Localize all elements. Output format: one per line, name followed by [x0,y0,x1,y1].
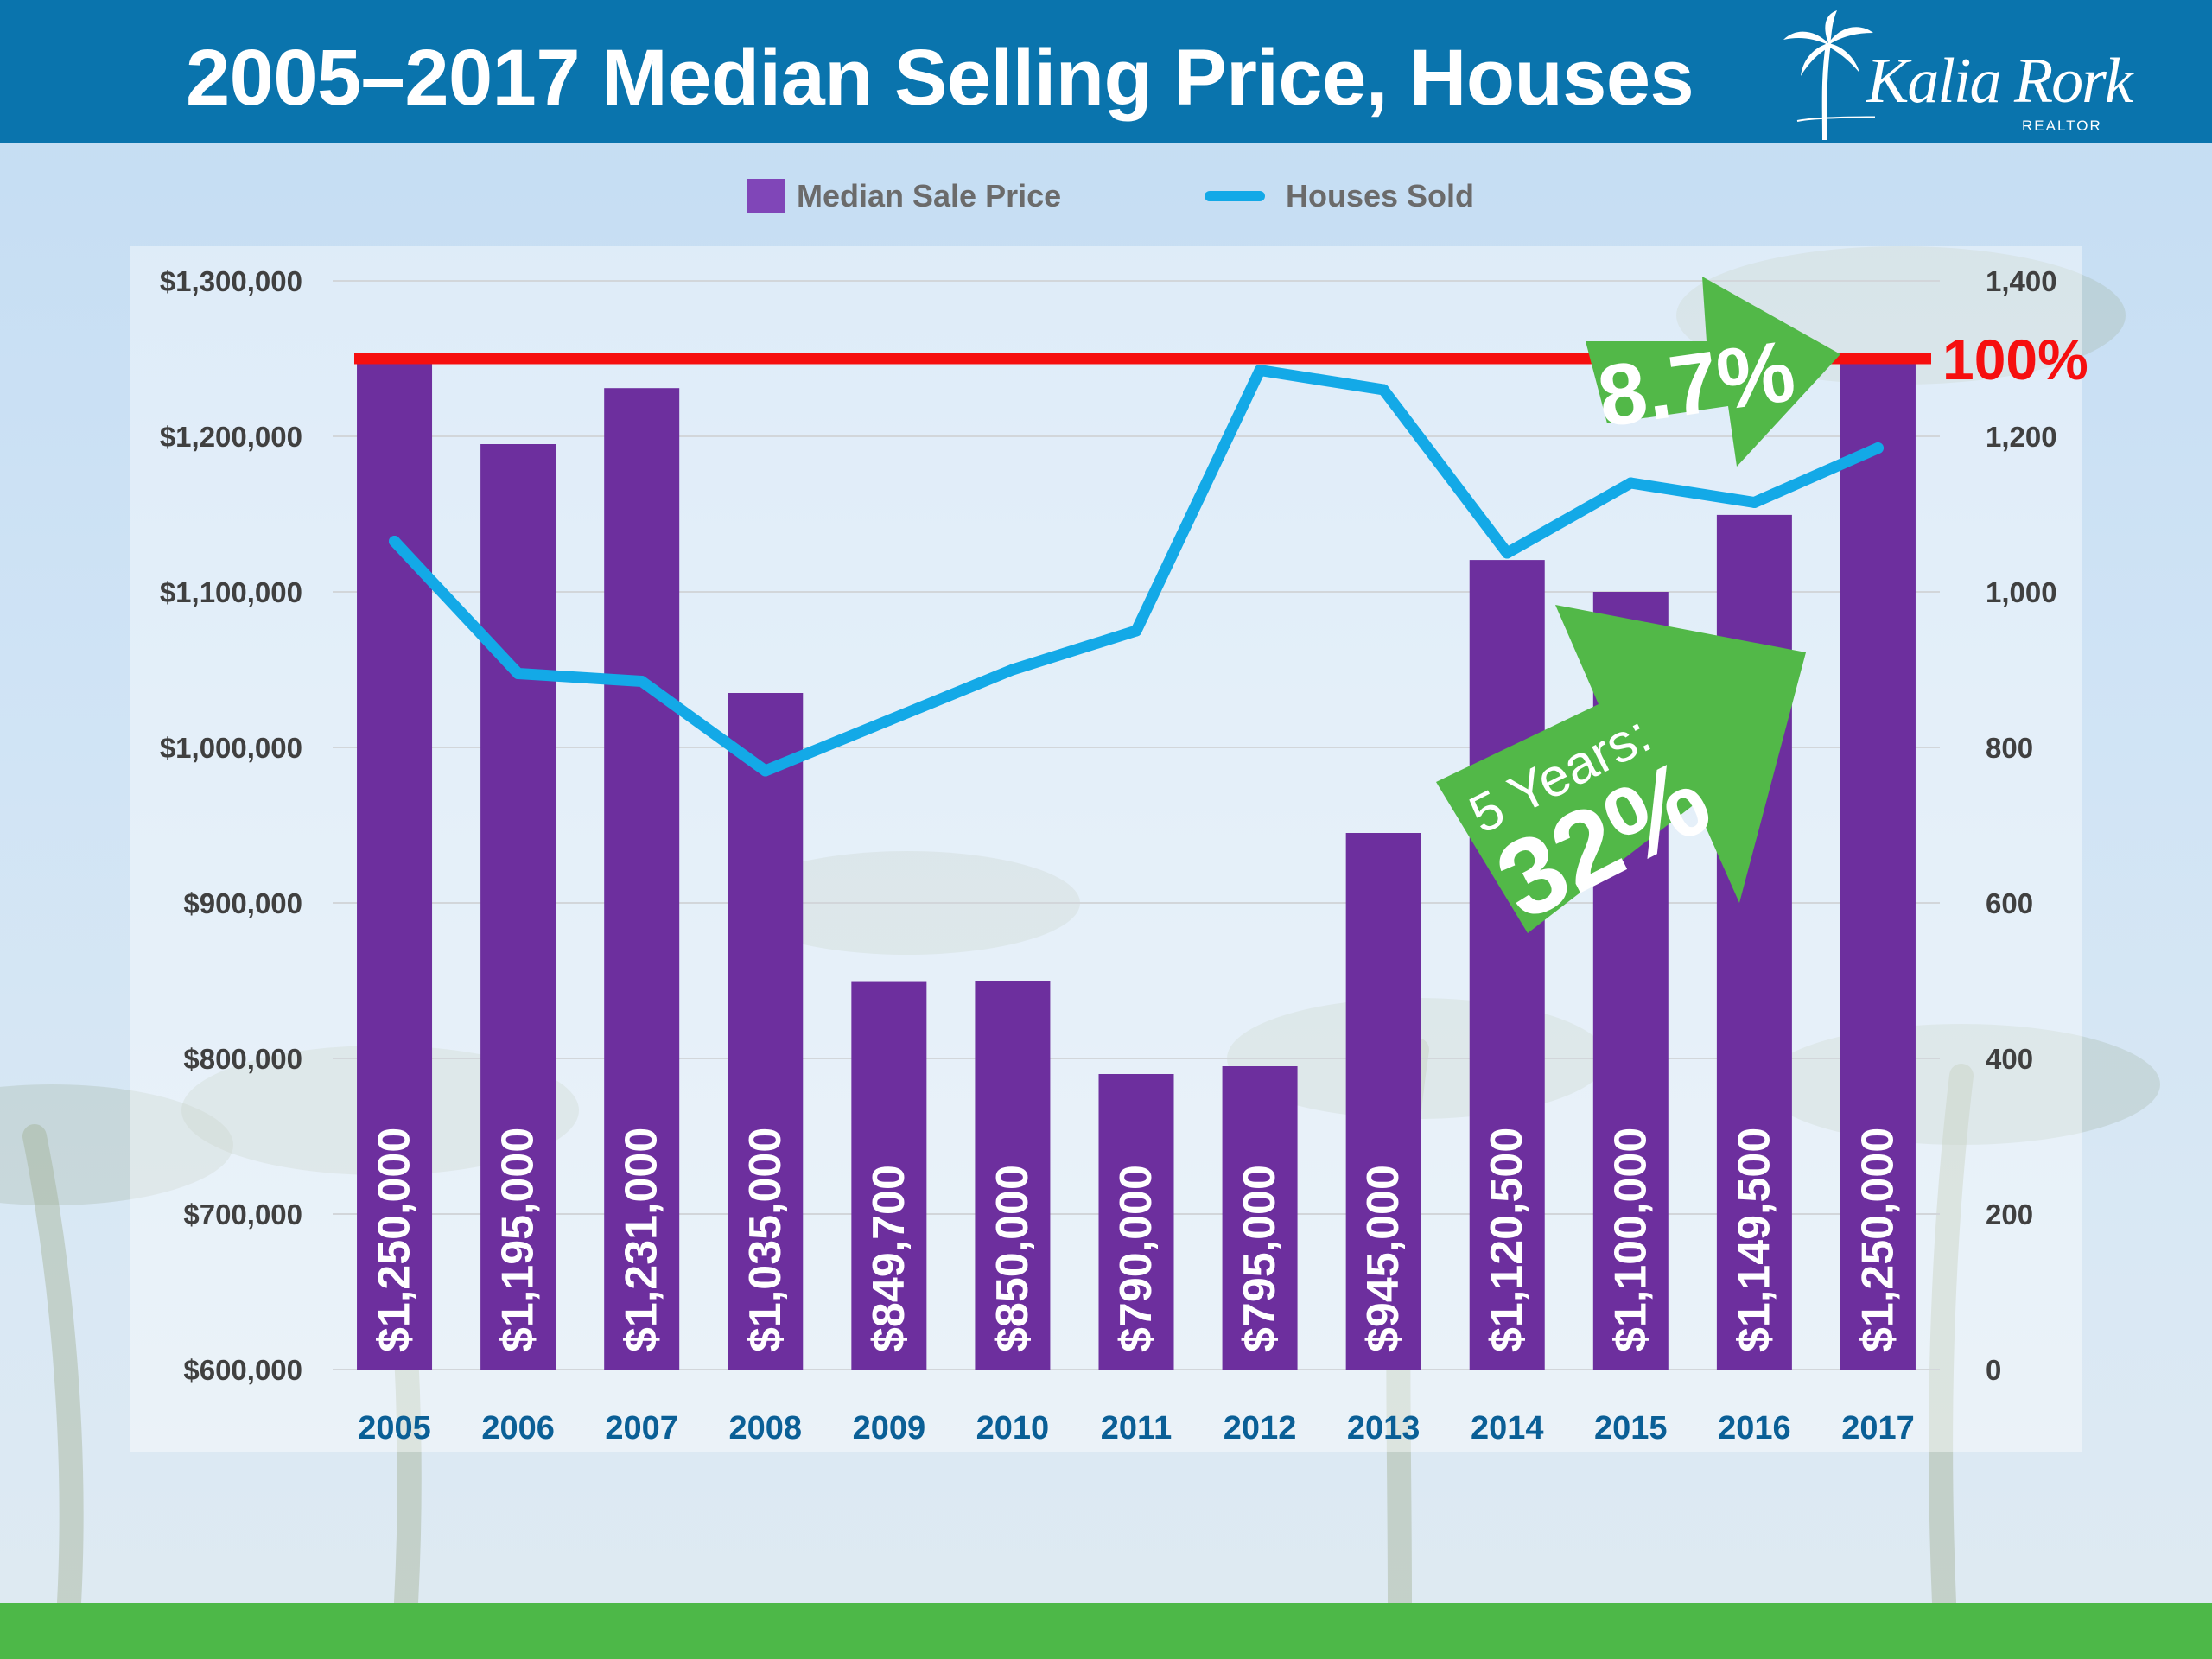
y-right-tick-label: 1,000 [1986,576,2057,608]
y-right-tick-label: 1,400 [1986,265,2057,297]
y-right-tick-label: 400 [1986,1043,2033,1075]
bar-value-label: $850,000 [988,1165,1038,1352]
houses-sold-point [1872,442,1884,454]
y-left-tick-label: $900,000 [183,887,302,919]
chart-legend: Median Sale Price Houses Sold [0,173,2212,225]
bar [975,981,1051,1370]
houses-sold-point [1501,547,1513,559]
x-tick-label: 2012 [1224,1410,1297,1446]
houses-sold-point [883,715,895,726]
bar-value-label: $849,700 [864,1165,914,1352]
x-tick-label: 2017 [1841,1410,1915,1446]
bar [604,388,680,1370]
bar [480,444,556,1370]
y-left-tick-label: $1,100,000 [160,576,302,608]
bar [851,981,927,1370]
houses-sold-point [1130,625,1142,637]
palm-tree-icon [1783,10,1875,140]
y-right-tick-label: 800 [1986,732,2033,764]
y-left-tick-label: $800,000 [183,1043,302,1075]
growth-arrow-1yr [1586,276,1840,467]
y-left-tick-label: $700,000 [183,1198,302,1230]
y-right-tick-label: 0 [1986,1354,2001,1386]
bar-value-label: $1,035,000 [741,1128,791,1352]
x-tick-label: 2011 [1101,1410,1172,1446]
growth-arrow-5yr [1436,605,1806,933]
logo-name: Kalia Rork [1866,46,2133,117]
x-tick-label: 2010 [976,1410,1050,1446]
x-tick-label: 2015 [1594,1410,1668,1446]
x-tick-label: 2005 [358,1410,431,1446]
y-right-tick-label: 600 [1986,887,2033,919]
bar-value-label: $790,000 [1111,1165,1161,1352]
bar [1840,359,1916,1370]
y-left-tick-label: $600,000 [183,1354,302,1386]
y-left-tick-label: $1,000,000 [160,732,302,764]
bar [728,693,804,1370]
logo-subtitle: REALTOR [2022,118,2102,134]
y-right-tick-label: 200 [1986,1198,2033,1230]
y-right-tick-label: 1,200 [1986,421,2057,453]
legend-swatch-bar [747,179,785,213]
x-tick-label: 2008 [728,1410,802,1446]
legend-item-median-sale-price: Median Sale Price [747,178,1061,214]
houses-sold-point [760,765,772,777]
bar [1222,1066,1298,1370]
x-tick-label: 2013 [1347,1410,1421,1446]
legend-item-houses-sold: Houses Sold [1205,178,1474,214]
legend-swatch-line [1205,191,1265,201]
houses-sold-point [1254,365,1266,376]
bar-value-label: $1,231,000 [617,1128,667,1352]
bar-value-label: $1,120,500 [1482,1128,1532,1352]
houses-sold-point [1624,477,1637,489]
houses-sold-point [1377,384,1389,396]
bar [357,359,433,1370]
houses-sold-point [1007,664,1019,676]
realtor-logo: Kalia Rork REALTOR [1780,10,2133,140]
footer-bar [0,1603,2212,1659]
bar-value-label: $945,000 [1358,1165,1408,1352]
bar-value-label: $1,195,000 [493,1128,543,1352]
houses-sold-point [512,668,524,679]
x-tick-label: 2006 [481,1410,555,1446]
y-left-tick-label: $1,300,000 [160,265,302,297]
bar [1098,1074,1174,1370]
bar [1469,560,1545,1370]
bar [1345,833,1421,1370]
houses-sold-point [389,536,401,547]
y-left-tick-label: $1,200,000 [160,421,302,453]
x-tick-label: 2014 [1471,1410,1544,1446]
x-tick-label: 2009 [853,1410,926,1446]
houses-sold-point [1748,497,1760,508]
reference-line-label: 100% [1942,327,2088,391]
x-tick-label: 2016 [1718,1410,1791,1446]
x-tick-label: 2007 [605,1410,678,1446]
bar-value-label: $1,250,000 [370,1128,420,1352]
header-banner: 2005–2017 Median Selling Price, Houses K… [0,0,2212,143]
legend-label: Houses Sold [1286,178,1475,213]
houses-sold-point [636,676,648,687]
bar-value-label: $1,250,000 [1853,1128,1903,1352]
bar-value-label: $1,149,500 [1729,1128,1779,1352]
page-title: 2005–2017 Median Selling Price, Houses [186,34,1694,122]
bar-value-label: $795,000 [1235,1165,1285,1352]
legend-label: Median Sale Price [797,178,1062,213]
bar-value-label: $1,100,000 [1605,1128,1656,1352]
